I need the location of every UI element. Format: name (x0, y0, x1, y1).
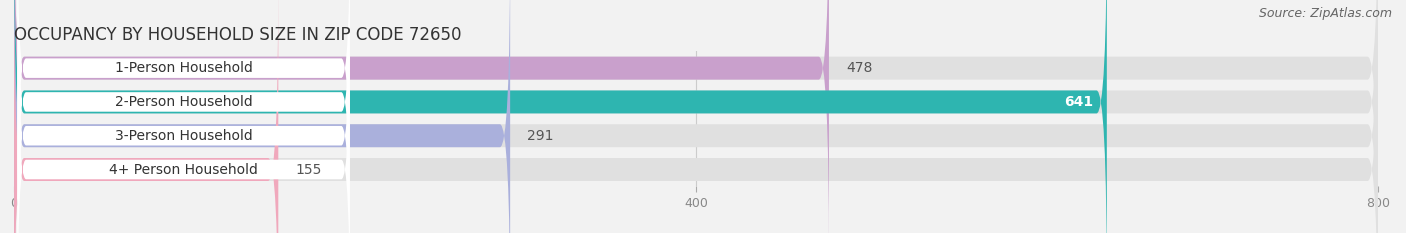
FancyBboxPatch shape (14, 0, 830, 233)
FancyBboxPatch shape (14, 0, 1378, 233)
Text: 155: 155 (295, 162, 322, 177)
Text: OCCUPANCY BY HOUSEHOLD SIZE IN ZIP CODE 72650: OCCUPANCY BY HOUSEHOLD SIZE IN ZIP CODE … (14, 26, 461, 44)
Text: Source: ZipAtlas.com: Source: ZipAtlas.com (1258, 7, 1392, 20)
FancyBboxPatch shape (17, 0, 350, 233)
FancyBboxPatch shape (17, 0, 350, 227)
FancyBboxPatch shape (17, 10, 350, 233)
Text: 1-Person Household: 1-Person Household (115, 61, 253, 75)
Text: 478: 478 (846, 61, 872, 75)
FancyBboxPatch shape (14, 0, 1107, 233)
FancyBboxPatch shape (14, 0, 510, 233)
Text: 2-Person Household: 2-Person Household (115, 95, 253, 109)
FancyBboxPatch shape (14, 0, 1378, 233)
FancyBboxPatch shape (17, 0, 350, 233)
Text: 4+ Person Household: 4+ Person Household (110, 162, 259, 177)
Text: 291: 291 (527, 129, 554, 143)
FancyBboxPatch shape (14, 0, 1378, 233)
Text: 641: 641 (1064, 95, 1094, 109)
FancyBboxPatch shape (14, 0, 278, 233)
Text: 3-Person Household: 3-Person Household (115, 129, 253, 143)
FancyBboxPatch shape (14, 0, 1378, 233)
